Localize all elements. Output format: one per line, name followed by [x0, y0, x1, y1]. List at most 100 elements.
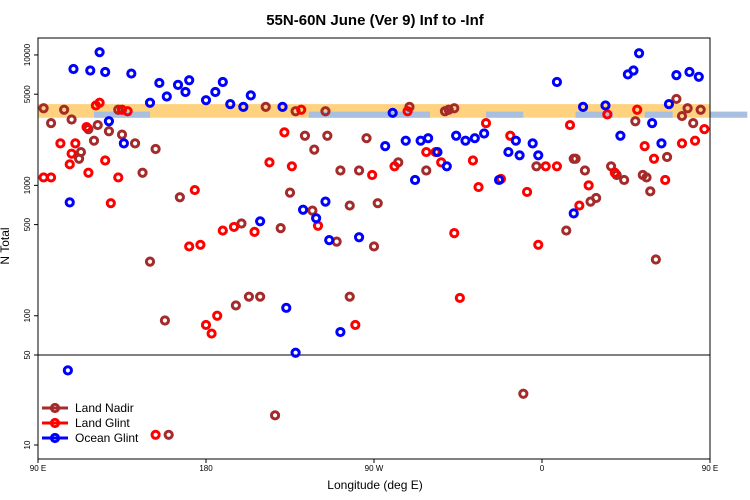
ocean-glint-point — [387, 107, 398, 118]
land-glint-point — [602, 109, 613, 120]
land-nadir-point — [322, 130, 333, 141]
land-glint-point — [367, 169, 378, 181]
land-glint-point — [122, 106, 133, 117]
land-nadir-point — [307, 205, 318, 216]
land-nadir-point — [630, 116, 641, 127]
x-tick-label: 180 — [199, 464, 213, 473]
y-tick-label: 50 — [23, 350, 32, 359]
map-band-ocean — [644, 111, 673, 118]
land-glint-point — [421, 146, 432, 158]
ocean-glint-point — [311, 213, 322, 224]
land-nadir-point — [75, 146, 87, 158]
land-nadir-point — [518, 388, 529, 399]
y-tick-label: 1000 — [23, 176, 32, 194]
land-nadir-point — [641, 172, 652, 183]
legend-label-land-glint: Land Glint — [75, 416, 130, 430]
land-nadir-point — [695, 104, 706, 115]
y-tick-label: 5000 — [23, 85, 32, 103]
land-glint-point — [689, 135, 701, 146]
land-glint-point — [249, 226, 260, 237]
ocean-glint-point — [615, 130, 626, 141]
land-glint-point — [574, 200, 585, 211]
land-glint-point — [402, 106, 413, 117]
land-nadir-point — [372, 198, 383, 209]
land-nadir-point — [344, 200, 355, 211]
land-nadir-point — [103, 126, 115, 137]
ocean-glint-point — [64, 197, 75, 208]
map-band-ocean — [710, 111, 748, 118]
ocean-glint-point — [154, 77, 165, 89]
ocean-glint-point — [568, 208, 579, 219]
map-band-ocean — [486, 111, 524, 118]
land-glint-point — [184, 241, 195, 252]
land-glint-point — [564, 119, 576, 131]
x-tick-label: 90 W — [365, 464, 384, 473]
chart-title: 55N-60N June (Ver 9) Inf to -Inf — [266, 12, 485, 29]
data-points — [38, 47, 710, 440]
x-tick-label: 90 E — [30, 464, 46, 473]
land-glint-point — [83, 167, 94, 178]
land-glint-point — [55, 138, 66, 149]
land-glint-point — [100, 155, 111, 166]
land-nadir-point — [368, 241, 380, 252]
legend-marker-land-glint — [49, 417, 61, 429]
y-axis-label: N Total — [0, 227, 12, 264]
ocean-glint-point — [281, 302, 292, 313]
ocean-glint-point — [200, 95, 212, 106]
land-nadir-point — [230, 300, 241, 311]
land-nadir-point — [688, 118, 699, 129]
ocean-glint-point — [533, 150, 544, 161]
ocean-glint-point — [600, 100, 611, 111]
ocean-glint-point — [577, 101, 589, 112]
land-nadir-point — [335, 165, 346, 176]
land-glint-point — [533, 239, 544, 250]
ocean-glint-point — [460, 135, 471, 146]
land-nadir-point — [159, 315, 171, 326]
ocean-glint-point — [225, 98, 236, 110]
land-glint-point — [467, 155, 479, 166]
map-band-land — [38, 104, 710, 118]
land-glint-point — [473, 181, 484, 193]
land-nadir-point — [682, 103, 693, 114]
land-glint-point — [505, 130, 516, 141]
ocean-glint-point — [172, 79, 184, 90]
ocean-glint-point — [94, 47, 105, 58]
land-nadir-point — [344, 291, 355, 302]
land-glint-point — [195, 239, 206, 250]
ocean-glint-point — [68, 63, 79, 75]
land-nadir-point — [299, 130, 311, 141]
land-nadir-point — [284, 187, 296, 198]
ocean-glint-point — [290, 347, 301, 358]
legend-marker-land-nadir — [49, 402, 61, 414]
land-glint-point — [150, 429, 161, 440]
land-glint-point — [699, 124, 710, 135]
ocean-glint-point — [85, 65, 96, 76]
land-nadir-point — [144, 256, 156, 267]
land-nadir-point — [579, 165, 591, 176]
land-glint-point — [70, 138, 81, 149]
y-tick-label: 500 — [23, 217, 32, 231]
land-nadir-point — [421, 165, 432, 176]
x-tick-label: 90 E — [702, 464, 718, 473]
ocean-glint-point — [469, 133, 480, 144]
ocean-glint-point — [656, 138, 667, 149]
ocean-glint-point — [527, 138, 538, 149]
ocean-glint-point — [493, 174, 505, 186]
land-nadir-point — [59, 104, 70, 115]
land-nadir-point — [150, 143, 161, 155]
land-nadir-point — [113, 104, 124, 115]
land-glint-point — [583, 180, 594, 191]
land-glint-point — [105, 198, 116, 209]
land-nadir-point — [570, 153, 581, 164]
plot-border — [37, 37, 711, 460]
land-nadir-point — [236, 218, 247, 229]
ocean-glint-point — [693, 71, 704, 82]
ocean-glint-point — [514, 150, 525, 161]
ocean-glint-point — [210, 86, 221, 98]
land-nadir-point — [619, 174, 630, 186]
ocean-glint-point — [161, 91, 172, 102]
x-axis-label: Longitude (deg E) — [327, 478, 422, 492]
y-axis: 50 100 500 1000 5000 10000 10 — [23, 43, 38, 449]
land-nadir-point — [591, 192, 602, 204]
